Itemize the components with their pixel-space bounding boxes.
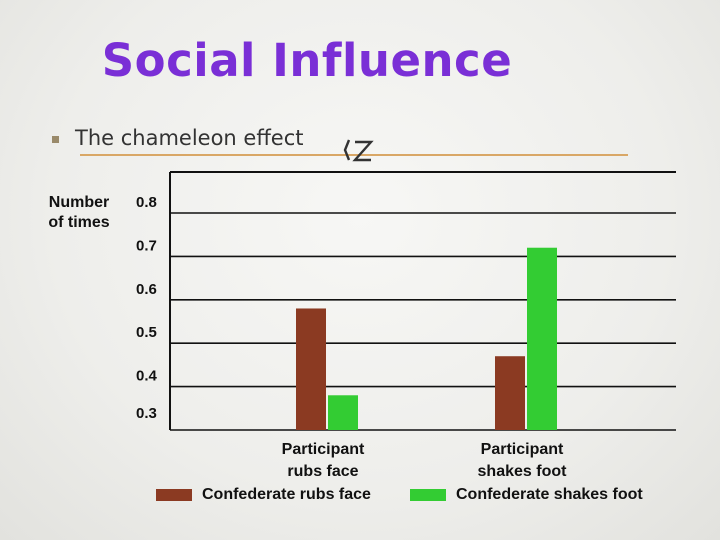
bar-shakes-foot-1 [328,395,358,430]
legend-item-shakes-foot: Confederate shakes foot [410,486,643,504]
y-axis-label: Number of times [48,194,110,231]
bar-shakes-foot-2 [527,247,557,430]
bullet-item: The chameleon effect [52,126,304,150]
y-tick-label: 0.5 [136,324,157,341]
legend-swatch-rubs-face [156,489,192,501]
y-tick-label: 0.7 [136,237,157,254]
curly-brace-icon [343,139,374,162]
x-category-label: Participant [282,441,365,458]
y-tick-label: 0.3 [136,405,157,422]
accent-rule [80,154,628,156]
legend-item-rubs-face: Confederate rubs face [156,486,371,504]
x-category-label: rubs face [287,463,358,480]
y-tick-label: 0.8 [136,194,157,211]
x-category-label: Participant [481,441,564,458]
bullet-square-icon [52,135,59,143]
page-title: Social Influence [101,34,513,87]
bullet-text: The chameleon effect [75,126,304,150]
legend-swatch-shakes-foot [410,489,446,501]
x-category-label: shakes foot [478,463,568,480]
bar-rubs-face-1 [296,308,326,430]
y-tick-label: 0.4 [136,368,158,385]
legend-label-shakes-foot: Confederate shakes foot [456,486,643,503]
legend-label-rubs-face: Confederate rubs face [202,486,371,503]
y-tick-label: 0.6 [136,281,157,298]
bar-rubs-face-2 [495,356,525,430]
